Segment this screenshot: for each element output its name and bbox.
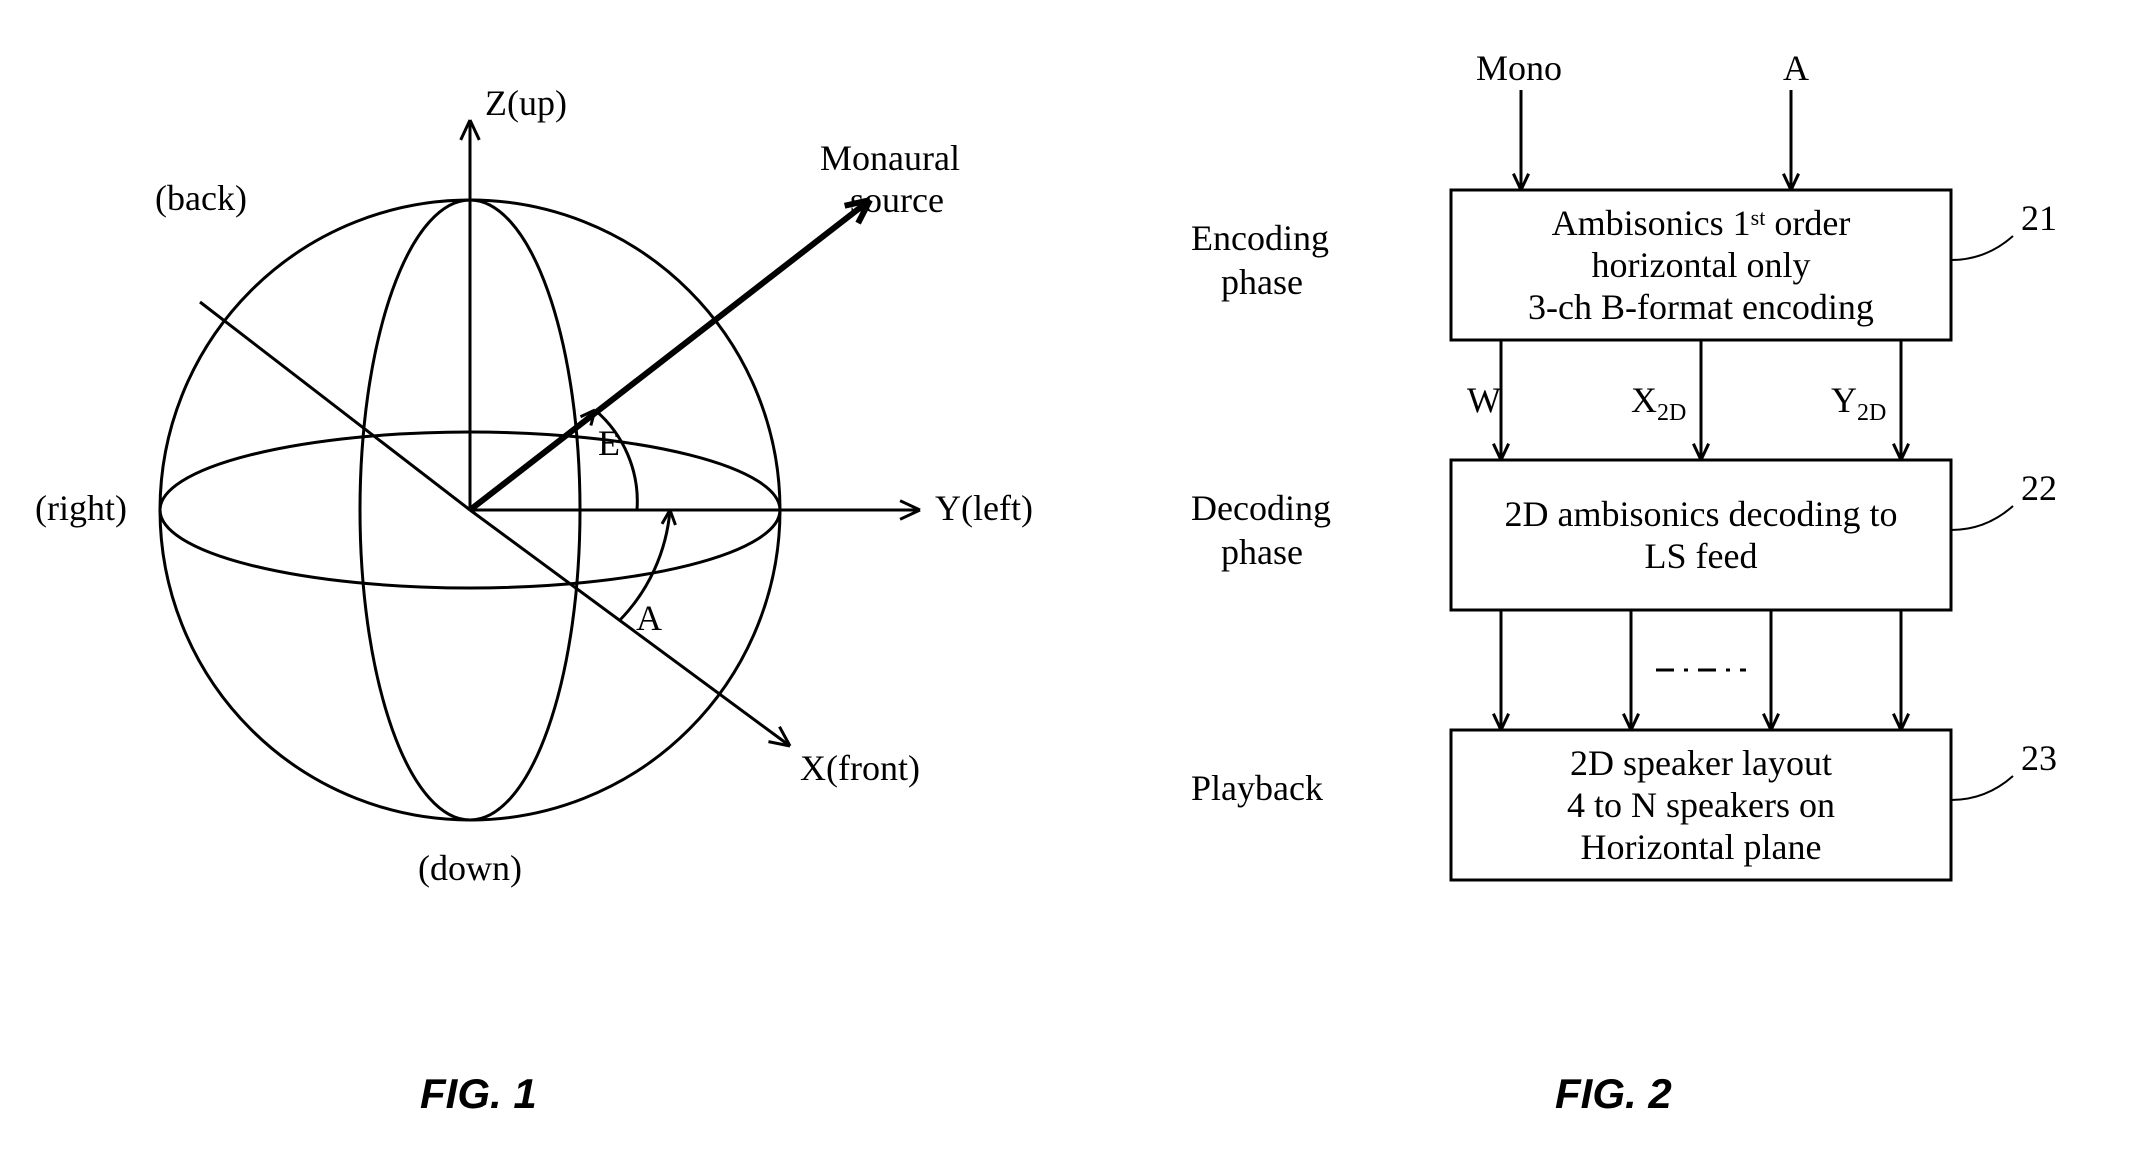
svg-text:2D speaker layout: 2D speaker layout xyxy=(1570,743,1832,783)
svg-text:(down): (down) xyxy=(418,848,522,888)
svg-text:horizontal only: horizontal only xyxy=(1592,245,1811,285)
svg-text:X2D: X2D xyxy=(1631,380,1686,426)
svg-text:4 to N speakers on: 4 to N speakers on xyxy=(1567,785,1835,825)
svg-text:E: E xyxy=(598,423,620,463)
svg-text:W: W xyxy=(1467,380,1501,420)
figure-container: Z(up) (down) Y(left) (right) X(front) (back) M… xyxy=(0,0,2142,1166)
svg-text:Playback: Playback xyxy=(1191,768,1323,808)
fig1-sphere-diagram: Z(up) (down) Y(left) (right) X(front) (back) M… xyxy=(0,0,1071,1000)
svg-text:phase: phase xyxy=(1221,532,1303,572)
svg-text:LS feed: LS feed xyxy=(1645,536,1758,576)
svg-text:(right): (right) xyxy=(35,488,127,528)
svg-text:Y(left): Y(left) xyxy=(935,488,1033,528)
fig2-flowchart: Mono A Ambisonics 1st orderhorizontal only… xyxy=(1071,0,2142,1000)
svg-text:Z(up): Z(up) xyxy=(485,83,567,123)
svg-text:X(front): X(front) xyxy=(800,748,920,788)
fig2-caption: FIG. 2 xyxy=(1555,1070,1672,1118)
fig2-panel: Mono A Ambisonics 1st orderhorizontal only… xyxy=(1071,0,2142,1166)
svg-text:Y2D: Y2D xyxy=(1831,380,1886,426)
svg-text:phase: phase xyxy=(1221,262,1303,302)
svg-text:source: source xyxy=(850,180,944,220)
svg-text:(back): (back) xyxy=(155,178,247,218)
svg-text:Encoding: Encoding xyxy=(1191,218,1329,258)
svg-text:Mono: Mono xyxy=(1476,48,1562,88)
svg-text:21: 21 xyxy=(2021,198,2057,238)
fig1-panel: Z(up) (down) Y(left) (right) X(front) (back) M… xyxy=(0,0,1071,1166)
svg-text:Decoding: Decoding xyxy=(1191,488,1331,528)
svg-text:3-ch B-format encoding: 3-ch B-format encoding xyxy=(1528,287,1874,327)
svg-text:Horizontal plane: Horizontal plane xyxy=(1581,827,1822,867)
svg-text:Monaural: Monaural xyxy=(820,138,960,178)
svg-text:2D ambisonics decoding to: 2D ambisonics decoding to xyxy=(1505,494,1898,534)
svg-text:23: 23 xyxy=(2021,738,2057,778)
svg-text:A: A xyxy=(1783,48,1809,88)
svg-text:A: A xyxy=(636,598,662,638)
fig1-caption: FIG. 1 xyxy=(420,1070,537,1118)
svg-text:22: 22 xyxy=(2021,468,2057,508)
svg-text:Ambisonics 1st order: Ambisonics 1st order xyxy=(1552,203,1851,243)
